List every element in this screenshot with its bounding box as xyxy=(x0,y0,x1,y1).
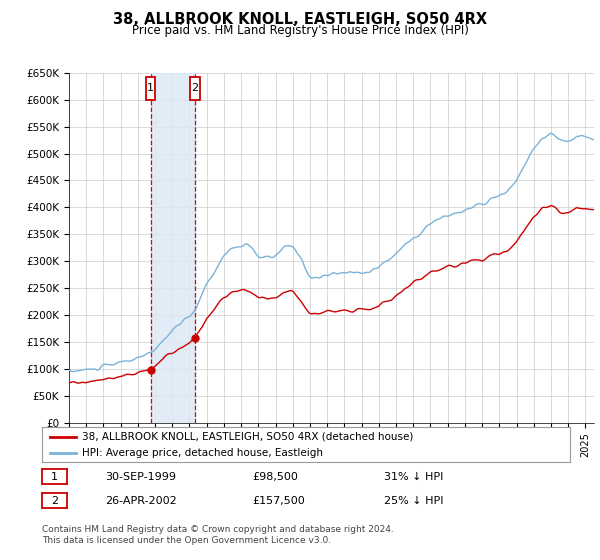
Text: 1: 1 xyxy=(51,472,58,482)
Text: £98,500: £98,500 xyxy=(252,472,298,482)
Text: £157,500: £157,500 xyxy=(252,496,305,506)
Text: Contains HM Land Registry data © Crown copyright and database right 2024.
This d: Contains HM Land Registry data © Crown c… xyxy=(42,525,394,545)
FancyBboxPatch shape xyxy=(190,77,200,100)
Text: 38, ALLBROOK KNOLL, EASTLEIGH, SO50 4RX (detached house): 38, ALLBROOK KNOLL, EASTLEIGH, SO50 4RX … xyxy=(82,432,413,442)
Text: HPI: Average price, detached house, Eastleigh: HPI: Average price, detached house, East… xyxy=(82,447,323,458)
Text: 26-APR-2002: 26-APR-2002 xyxy=(105,496,177,506)
Text: 2: 2 xyxy=(191,83,199,94)
Text: 31% ↓ HPI: 31% ↓ HPI xyxy=(384,472,443,482)
FancyBboxPatch shape xyxy=(146,77,155,100)
Text: 25% ↓ HPI: 25% ↓ HPI xyxy=(384,496,443,506)
Text: 38, ALLBROOK KNOLL, EASTLEIGH, SO50 4RX: 38, ALLBROOK KNOLL, EASTLEIGH, SO50 4RX xyxy=(113,12,487,27)
Text: 2: 2 xyxy=(51,496,58,506)
Bar xyxy=(151,73,195,423)
Text: 30-SEP-1999: 30-SEP-1999 xyxy=(105,472,176,482)
Text: Price paid vs. HM Land Registry's House Price Index (HPI): Price paid vs. HM Land Registry's House … xyxy=(131,24,469,36)
Text: 1: 1 xyxy=(147,83,154,94)
